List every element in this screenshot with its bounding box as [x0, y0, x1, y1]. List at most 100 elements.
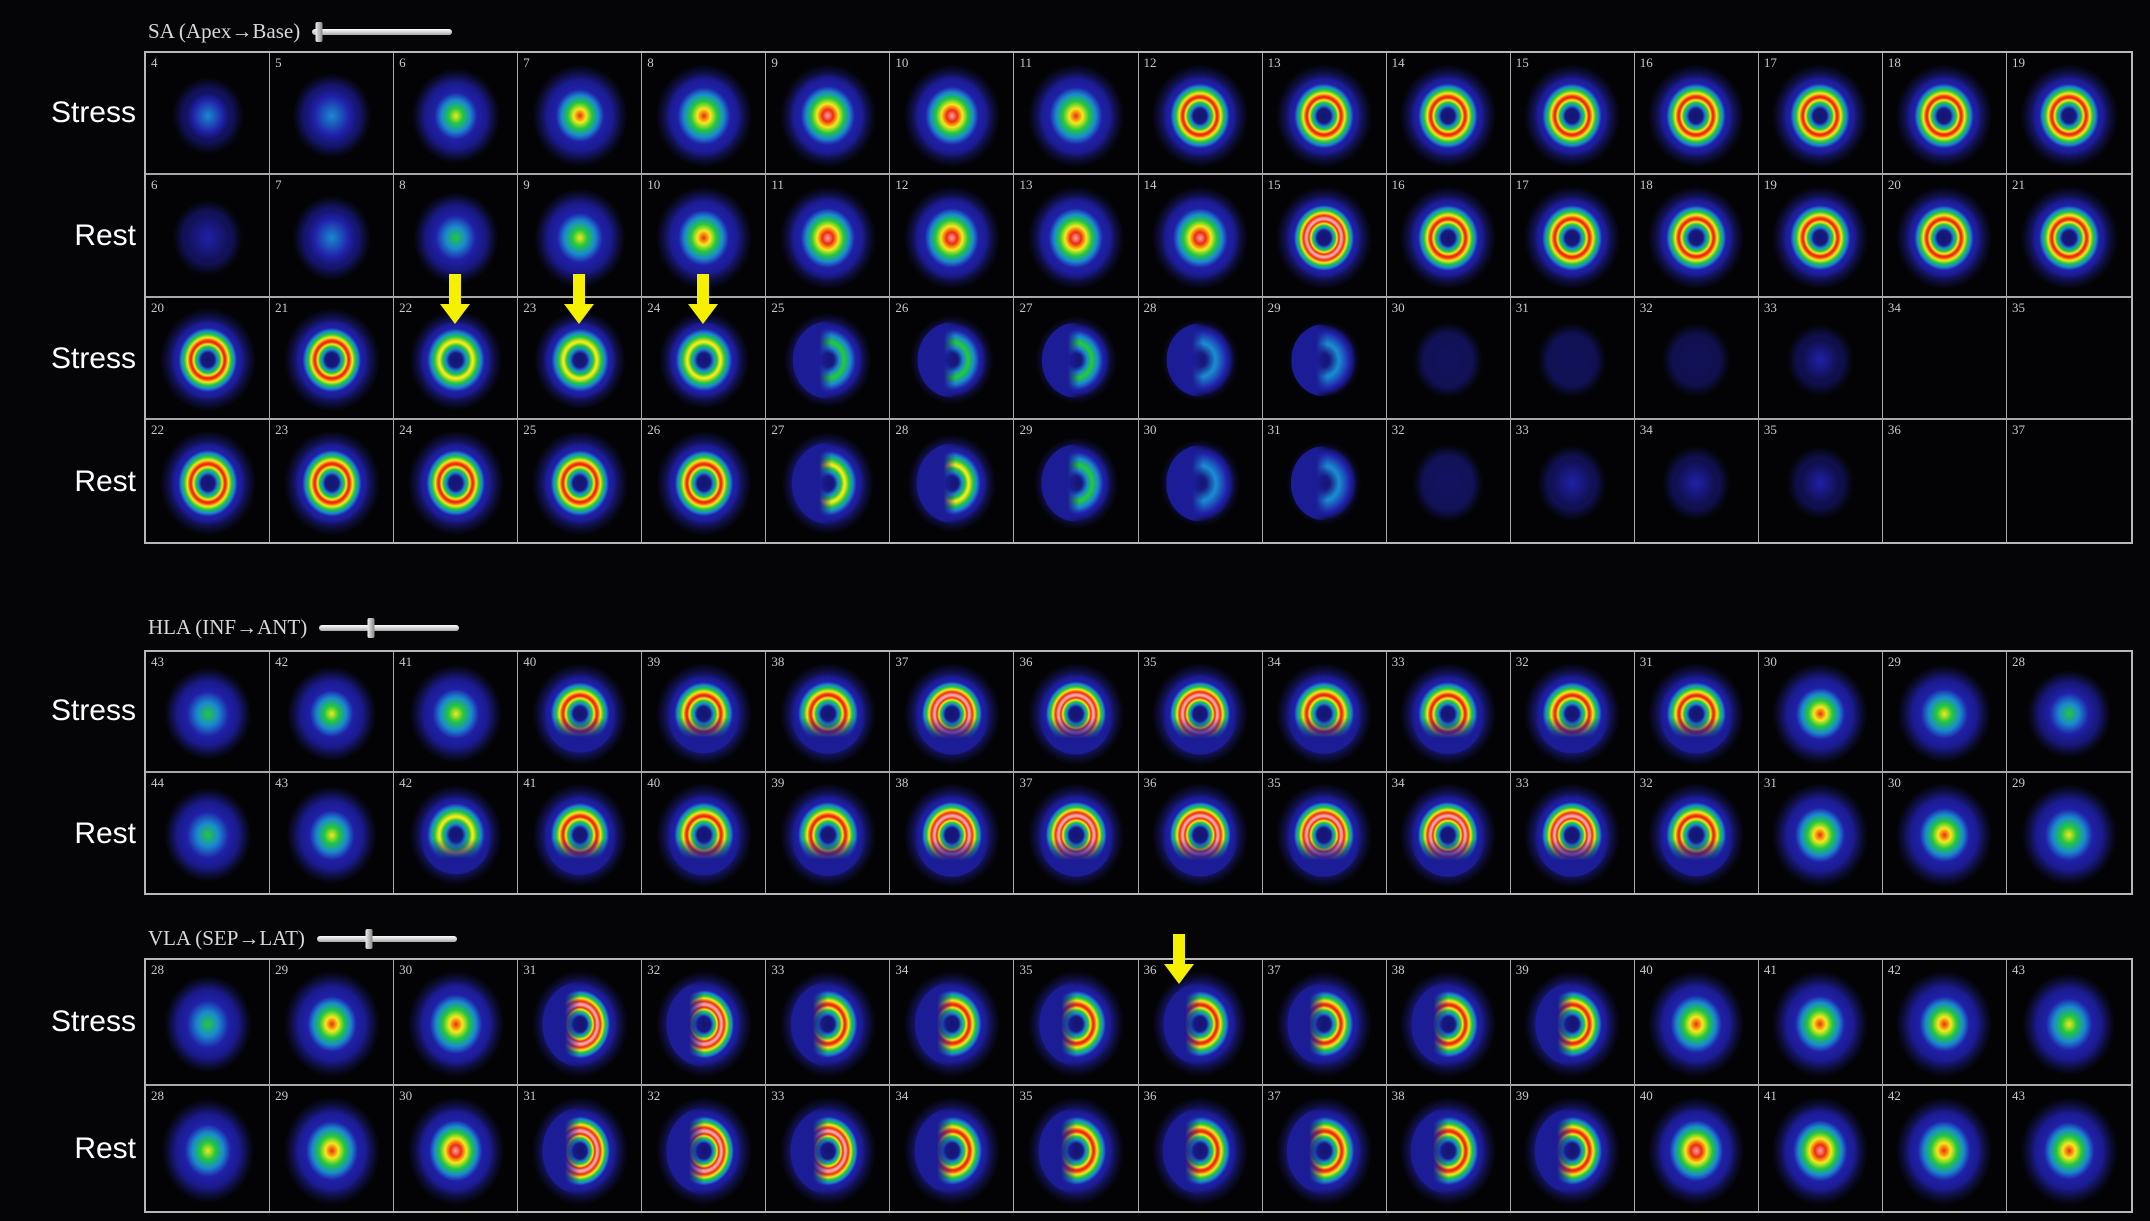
sa-stress-frame[interactable]: 12 [1138, 53, 1263, 176]
vla-rest-frame[interactable]: 36 [1138, 1085, 1263, 1211]
sa-rest-frame[interactable]: 16 [1386, 175, 1511, 298]
vla-stress-frame[interactable]: 43 [2006, 960, 2131, 1086]
vla-stress-frame[interactable]: 34 [890, 960, 1015, 1086]
sa-rest-frame[interactable]: 31 [1262, 419, 1387, 542]
sa-stress-frame[interactable]: 11 [1014, 53, 1139, 176]
sa-stress-frame[interactable]: 20 [146, 297, 271, 420]
vla-rest-frame[interactable]: 28 [146, 1085, 271, 1211]
vla-rest-frame[interactable]: 39 [1510, 1085, 1635, 1211]
sa-rest-frame[interactable]: 34 [1634, 419, 1759, 542]
hla-rest-frame[interactable]: 37 [1014, 772, 1139, 893]
sa-rest-frame[interactable]: 32 [1386, 419, 1511, 542]
hla-stress-frame[interactable]: 29 [1882, 652, 2007, 773]
vla-stress-frame[interactable]: 40 [1634, 960, 1759, 1086]
sa-stress-frame[interactable]: 16 [1634, 53, 1759, 176]
sa-rest-frame[interactable]: 9 [518, 175, 643, 298]
sa-stress-frame[interactable]: 7 [518, 53, 643, 176]
hla-rest-frame[interactable]: 31 [1758, 772, 1883, 893]
sa-stress-frame[interactable]: 21 [270, 297, 395, 420]
sa-rest-frame[interactable]: 13 [1014, 175, 1139, 298]
hla-rest-frame[interactable]: 42 [394, 772, 519, 893]
vla-stress-frame[interactable]: 42 [1882, 960, 2007, 1086]
sa-rest-frame[interactable]: 20 [1882, 175, 2007, 298]
vla-stress-frame[interactable]: 28 [146, 960, 271, 1086]
hla-stress-frame[interactable]: 33 [1386, 652, 1511, 773]
sa-stress-frame[interactable]: 33 [1758, 297, 1883, 420]
vla-stress-frame[interactable]: 29 [270, 960, 395, 1086]
vla-stress-frame[interactable]: 35 [1014, 960, 1139, 1086]
sa-stress-frame[interactable]: 15 [1510, 53, 1635, 176]
vla-rest-frame[interactable]: 40 [1634, 1085, 1759, 1211]
vla-rest-frame[interactable]: 38 [1386, 1085, 1511, 1211]
hla-slice-slider[interactable] [319, 617, 460, 638]
sa-stress-frame[interactable]: 27 [1014, 297, 1139, 420]
sa-rest-frame[interactable]: 33 [1510, 419, 1635, 542]
sa-rest-frame[interactable]: 18 [1634, 175, 1759, 298]
hla-stress-frame[interactable]: 28 [2006, 652, 2131, 773]
sa-slider-handle[interactable] [315, 21, 323, 42]
vla-rest-frame[interactable]: 43 [2006, 1085, 2131, 1211]
sa-rest-frame[interactable]: 30 [1138, 419, 1263, 542]
sa-rest-frame[interactable]: 23 [270, 419, 395, 542]
sa-rest-frame[interactable]: 7 [270, 175, 395, 298]
sa-rest-frame[interactable]: 24 [394, 419, 519, 542]
vla-rest-frame[interactable]: 35 [1014, 1085, 1139, 1211]
sa-rest-frame[interactable]: 25 [518, 419, 643, 542]
vla-rest-frame[interactable]: 41 [1758, 1085, 1883, 1211]
sa-stress-frame[interactable]: 34 [1882, 297, 2007, 420]
sa-rest-frame[interactable]: 11 [766, 175, 891, 298]
hla-rest-frame[interactable]: 34 [1386, 772, 1511, 893]
vla-rest-frame[interactable]: 29 [270, 1085, 395, 1211]
sa-rest-frame[interactable]: 19 [1758, 175, 1883, 298]
vla-stress-frame[interactable]: 31 [518, 960, 643, 1086]
hla-stress-frame[interactable]: 41 [394, 652, 519, 773]
sa-stress-frame[interactable]: 4 [146, 53, 271, 176]
hla-stress-frame[interactable]: 34 [1262, 652, 1387, 773]
sa-rest-frame[interactable]: 26 [642, 419, 767, 542]
sa-stress-frame[interactable]: 18 [1882, 53, 2007, 176]
hla-rest-frame[interactable]: 36 [1138, 772, 1263, 893]
hla-rest-frame[interactable]: 41 [518, 772, 643, 893]
hla-stress-frame[interactable]: 39 [642, 652, 767, 773]
hla-stress-frame[interactable]: 42 [270, 652, 395, 773]
vla-rest-frame[interactable]: 33 [766, 1085, 891, 1211]
hla-rest-frame[interactable]: 43 [270, 772, 395, 893]
sa-stress-frame[interactable]: 31 [1510, 297, 1635, 420]
vla-rest-frame[interactable]: 32 [642, 1085, 767, 1211]
sa-stress-frame[interactable]: 14 [1386, 53, 1511, 176]
hla-stress-frame[interactable]: 36 [1014, 652, 1139, 773]
hla-rest-frame[interactable]: 38 [890, 772, 1015, 893]
sa-stress-frame[interactable]: 13 [1262, 53, 1387, 176]
hla-stress-frame[interactable]: 43 [146, 652, 271, 773]
sa-rest-frame[interactable]: 14 [1138, 175, 1263, 298]
vla-rest-frame[interactable]: 30 [394, 1085, 519, 1211]
sa-slice-slider[interactable] [312, 21, 453, 42]
vla-slider-handle[interactable] [365, 928, 373, 949]
sa-stress-frame[interactable]: 8 [642, 53, 767, 176]
sa-rest-frame[interactable]: 17 [1510, 175, 1635, 298]
sa-stress-frame[interactable]: 35 [2006, 297, 2131, 420]
hla-rest-frame[interactable]: 30 [1882, 772, 2007, 893]
vla-stress-frame[interactable]: 37 [1262, 960, 1387, 1086]
vla-rest-frame[interactable]: 34 [890, 1085, 1015, 1211]
hla-rest-frame[interactable]: 29 [2006, 772, 2131, 893]
sa-stress-frame[interactable]: 9 [766, 53, 891, 176]
sa-stress-frame[interactable]: 32 [1634, 297, 1759, 420]
sa-stress-frame[interactable]: 25 [766, 297, 891, 420]
sa-rest-frame[interactable]: 35 [1758, 419, 1883, 542]
vla-rest-frame[interactable]: 42 [1882, 1085, 2007, 1211]
vla-rest-frame[interactable]: 31 [518, 1085, 643, 1211]
vla-stress-frame[interactable]: 39 [1510, 960, 1635, 1086]
sa-rest-frame[interactable]: 21 [2006, 175, 2131, 298]
sa-rest-frame[interactable]: 37 [2006, 419, 2131, 542]
hla-stress-frame[interactable]: 35 [1138, 652, 1263, 773]
sa-stress-frame[interactable]: 23 [518, 297, 643, 420]
hla-rest-frame[interactable]: 44 [146, 772, 271, 893]
sa-stress-frame[interactable]: 19 [2006, 53, 2131, 176]
sa-rest-frame[interactable]: 22 [146, 419, 271, 542]
sa-stress-frame[interactable]: 28 [1138, 297, 1263, 420]
sa-stress-frame[interactable]: 30 [1386, 297, 1511, 420]
hla-stress-frame[interactable]: 40 [518, 652, 643, 773]
sa-stress-frame[interactable]: 26 [890, 297, 1015, 420]
vla-rest-frame[interactable]: 37 [1262, 1085, 1387, 1211]
